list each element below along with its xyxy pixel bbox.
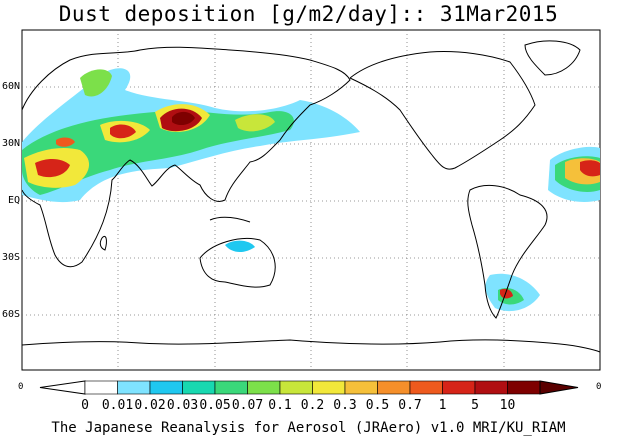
colorbar-edge-label-left: 0 <box>18 382 24 392</box>
coastlines <box>21 40 601 353</box>
map-title: Dust deposition [g/m2/day]:: 31Mar2015 <box>58 2 559 26</box>
colorbar-tick-label: 10 <box>499 398 516 413</box>
colorbar-swatch-9 <box>377 380 411 395</box>
colorbar-over-triangle <box>539 380 579 395</box>
lat-label-60n: 60N <box>2 81 21 92</box>
colorbar-tick-label: 0.03 <box>166 398 199 413</box>
lat-label-60s: 60S <box>2 309 21 320</box>
colorbar <box>39 380 579 395</box>
colorbar-tick-label: 0.1 <box>268 398 292 413</box>
colorbar-tick-label: 0.05 <box>199 398 231 413</box>
colorbar-swatch-5 <box>247 380 281 395</box>
colorbar-tick-label: 0 <box>81 398 89 413</box>
colorbar-swatch-12 <box>474 380 508 395</box>
colorbar-swatch-4 <box>214 380 248 395</box>
colorbar-under-triangle <box>39 380 86 395</box>
lat-label-30s: 30S <box>2 252 21 263</box>
footer-credit: The Japanese Reanalysis for Aerosol (JRA… <box>51 420 566 436</box>
colorbar-swatch-10 <box>409 380 443 395</box>
colorbar-swatch-13 <box>507 380 541 395</box>
colorbar-tick-label: 5 <box>471 398 479 413</box>
colorbar-swatch-7 <box>312 380 346 395</box>
colorbar-tick-label: 0.5 <box>365 398 390 413</box>
colorbar-tick-label: 0.01 <box>101 398 134 413</box>
colorbar-swatch-0 <box>84 380 118 395</box>
lat-label-30n: 30N <box>2 138 21 149</box>
colorbar-tick-label: 0.2 <box>300 398 325 413</box>
colorbar-swatch-1 <box>117 380 151 395</box>
colorbar-edge-label-right: 0 <box>596 382 602 392</box>
colorbar-tick-label: 0.07 <box>231 398 264 413</box>
colorbar-tick-label: 0.3 <box>333 398 357 413</box>
colorbar-swatch-11 <box>442 380 476 395</box>
colorbar-swatch-6 <box>279 380 313 395</box>
colorbar-tick-label: 0.7 <box>398 398 422 413</box>
colorbar-swatch-3 <box>182 380 216 395</box>
colorbar-swatch-2 <box>149 380 183 395</box>
colorbar-tick-label: 1 <box>438 398 447 413</box>
lat-label-eq: EQ <box>7 195 20 206</box>
colorbar-swatch-8 <box>344 380 378 395</box>
colorbar-tick-label: 0.02 <box>134 398 166 413</box>
dust-deposition-field <box>22 68 600 312</box>
